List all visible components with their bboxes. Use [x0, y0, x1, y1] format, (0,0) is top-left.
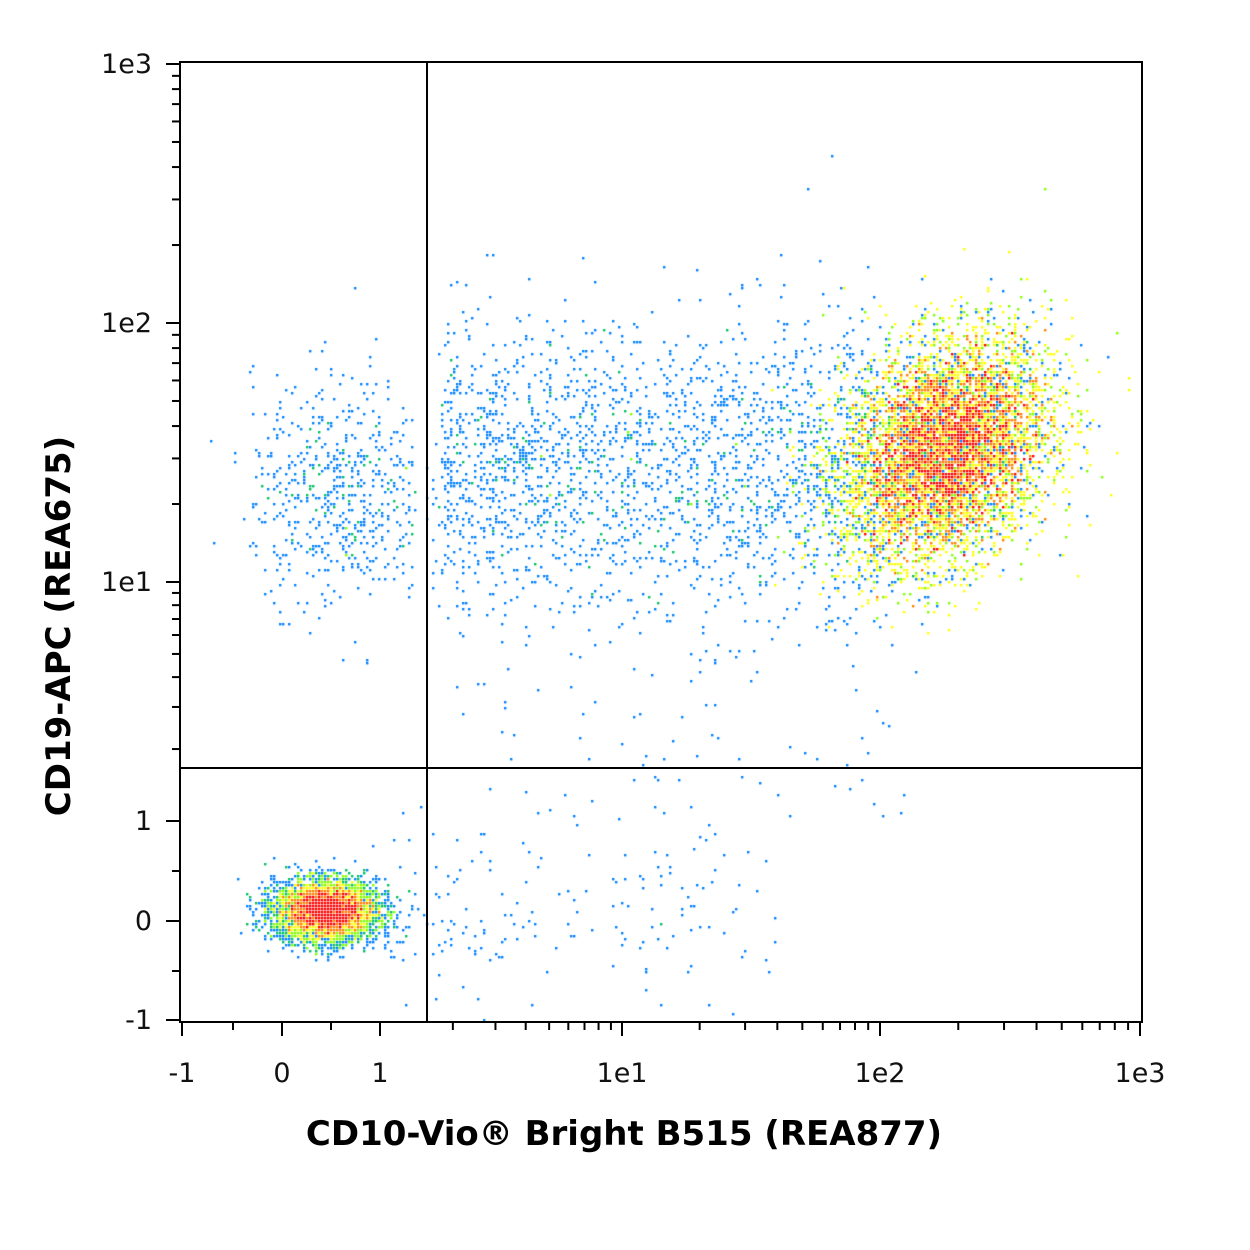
y-tick-label: 1 — [135, 806, 152, 837]
x-tick-label: 1e3 — [1115, 1058, 1166, 1089]
x-axis: -1 0 1 1e1 1e2 1e3 — [169, 1022, 1166, 1089]
y-tick-label: -1 — [125, 1005, 152, 1036]
y-tick-label: 1e3 — [101, 49, 152, 80]
y-axis: -1 0 1 1e1 1e2 1e3 — [101, 49, 180, 1036]
x-axis-title: CD10-Vio® Bright B515 (REA877) — [306, 1114, 942, 1154]
y-tick-label: 0 — [135, 906, 152, 937]
y-tick-label: 1e1 — [101, 567, 152, 598]
x-tick-label: 1e1 — [597, 1058, 648, 1089]
x-tick-label: 1 — [371, 1058, 388, 1089]
x-tick-label: 1e2 — [855, 1058, 906, 1089]
x-tick-label: 0 — [273, 1058, 290, 1089]
x-tick-label: -1 — [169, 1058, 196, 1089]
density-dots — [180, 62, 1142, 1022]
y-tick-label: 1e2 — [101, 308, 152, 339]
plot-frame — [179, 61, 1143, 1023]
y-axis-title: CD19-APC (REA675) — [39, 436, 79, 816]
